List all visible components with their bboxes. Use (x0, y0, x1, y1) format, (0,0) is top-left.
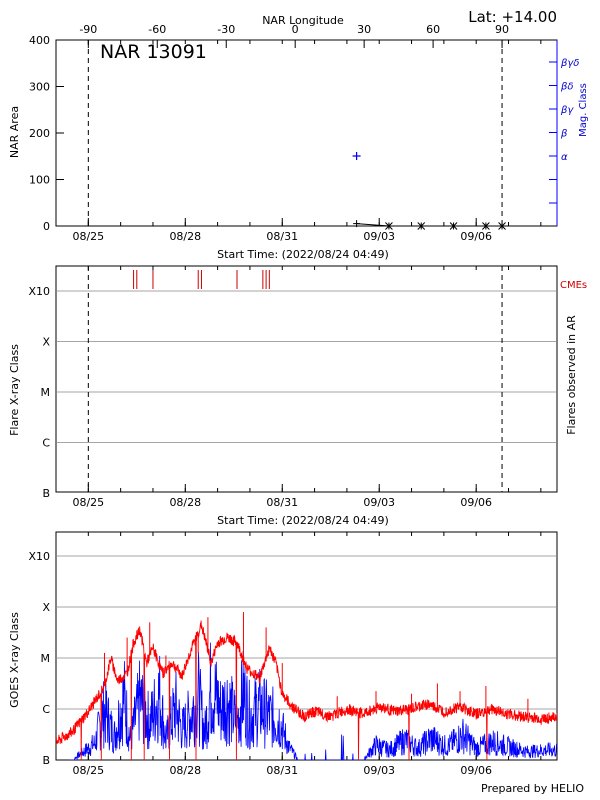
nar-y-tick-label: 100 (29, 174, 50, 187)
goes-long-channel-line (56, 620, 557, 760)
flare-class-label: M (41, 386, 51, 399)
goes-class-label: X10 (28, 550, 50, 563)
nar-area-star-marker (482, 222, 490, 230)
mag-class-label: α (561, 152, 568, 163)
nar-y-tick-label: 300 (29, 81, 50, 94)
nar-y-tick-label: 0 (43, 220, 50, 233)
goes-date-label: 09/03 (363, 764, 395, 777)
nar-lon-label: 60 (426, 23, 440, 36)
nar-date-label: 08/25 (72, 230, 104, 243)
flare-class-label: B (42, 487, 50, 500)
flare-date-label: 08/31 (266, 496, 298, 509)
nar-area-line (356, 223, 503, 227)
footer-credit: Prepared by HELIO (481, 782, 584, 795)
flare-class-label: X (42, 336, 50, 349)
goes-class-label: B (42, 754, 50, 767)
flare-ylabel: Flare X-ray Class (8, 344, 21, 436)
nar-area-ylabel: NAR Area (8, 106, 21, 158)
goes-ylabel: GOES X-ray Class (8, 612, 21, 708)
goes-date-label: 08/25 (72, 764, 104, 777)
nar-lon-label: 0 (292, 23, 299, 36)
goes-class-label: M (41, 652, 51, 665)
flare-date-label: 08/28 (169, 496, 201, 509)
nar-y-tick-label: 400 (29, 34, 50, 47)
flare-frame (55, 265, 558, 493)
nar-lon-label: -30 (217, 23, 235, 36)
mag-class-label: βγδ (560, 58, 579, 69)
start-time-label-2: Start Time: (2022/08/24 04:49) (217, 514, 389, 527)
nar-area-star-marker (385, 222, 393, 230)
nar-lon-label: -90 (79, 23, 97, 36)
region-title: NAR 13091 (100, 41, 207, 63)
flare-panel: 08/25 08/28 08/31 09/03 09/06 B C M X X10 (28, 265, 558, 509)
mag-class-label: Mag. Class (578, 83, 589, 137)
goes-date-label: 09/06 (460, 764, 492, 777)
latitude-label: Lat: +14.00 (468, 8, 557, 26)
mag-class-label: βγ (560, 105, 574, 116)
nar-date-label: 09/06 (460, 230, 492, 243)
mag-class-marker (352, 152, 361, 160)
flare-class-label: C (42, 437, 50, 450)
nar-area-star-marker (449, 222, 458, 230)
nar-lon-label: 90 (495, 23, 509, 36)
goes-class-label: C (42, 703, 50, 716)
nar-frame (55, 39, 558, 227)
goes-short-channel-line (68, 642, 557, 760)
nar-area-plus-marker (353, 220, 361, 228)
flare-date-label: 08/25 (72, 496, 104, 509)
flare-date-label: 09/06 (460, 496, 492, 509)
nar-date-label: 08/31 (266, 230, 298, 243)
top-axis-title: NAR Longitude (262, 14, 344, 27)
nar-y-tick-label: 200 (29, 127, 50, 140)
flares-observed-label: Flares observed in AR (565, 315, 578, 435)
nar-lon-label: -60 (148, 23, 166, 36)
nar-date-label: 08/28 (169, 230, 201, 243)
nar-area-panel: 08/25 08/28 08/31 09/03 09/060100200300400-9… (29, 23, 579, 243)
start-time-label-1: Start Time: (2022/08/24 04:49) (217, 248, 389, 261)
mag-class-label: βδ (560, 82, 574, 93)
goes-date-label: 08/31 (266, 764, 298, 777)
goes-panel: 08/25 08/28 08/31 09/03 09/06 B C M X X10 (28, 531, 558, 777)
mag-class-label: β (560, 129, 568, 140)
cme-label: CMEs (560, 280, 587, 291)
nar-area-star-marker (498, 222, 506, 230)
nar-area-star-marker (417, 222, 426, 230)
flare-class-label: X10 (28, 285, 50, 298)
goes-series-group (56, 612, 557, 760)
nar-lon-label: 30 (357, 23, 371, 36)
goes-class-label: X (42, 601, 50, 614)
flare-date-label: 09/03 (363, 496, 395, 509)
nar-date-label: 09/03 (363, 230, 395, 243)
goes-date-label: 08/28 (169, 764, 201, 777)
